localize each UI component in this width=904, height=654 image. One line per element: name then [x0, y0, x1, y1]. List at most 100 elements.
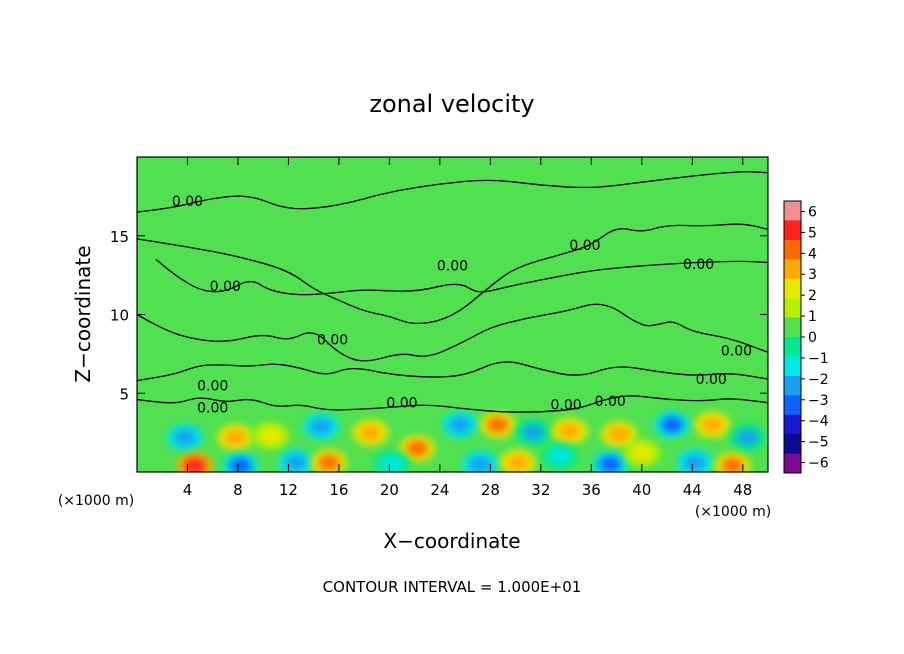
contour-lines: [137, 171, 768, 413]
x-tick-label: 48: [733, 481, 752, 499]
velocity-cell-19: [462, 451, 499, 472]
velocity-cell-4: [352, 419, 389, 446]
contour-label: 0.00: [721, 344, 752, 360]
velocity-cell-17: [310, 449, 347, 472]
velocity-cell-core: [184, 457, 206, 472]
velocity-cell-9: [551, 418, 588, 445]
colorbar-swatch: [784, 395, 801, 416]
velocity-cell-core: [559, 423, 581, 439]
y-axis-ticks: 5 10 15: [110, 228, 768, 403]
velocity-cell-16: [278, 449, 315, 472]
colorbar-swatch: [784, 201, 801, 221]
x-tick-label: 32: [531, 481, 550, 499]
velocity-cell-core: [449, 416, 471, 433]
velocity-cell-6: [442, 411, 479, 438]
contour-label: 0.00: [386, 396, 417, 412]
velocity-cell-8: [515, 419, 552, 446]
contour-label: 0.00: [595, 394, 626, 410]
colorbar-tick-label: 1: [808, 309, 817, 325]
contour-label: 0.00: [696, 372, 727, 388]
velocity-cell-core: [721, 457, 744, 472]
contour-line-2: [155, 258, 768, 296]
x-tick-label: 40: [632, 481, 651, 499]
velocity-cell-core: [174, 429, 196, 446]
velocity-cell-10: [601, 421, 638, 448]
velocity-cell-22: [676, 449, 713, 472]
colorbar-tick-label: 4: [808, 246, 817, 262]
colorbar-swatch: [784, 434, 801, 455]
velocity-cell-core: [684, 454, 706, 471]
velocity-cell-core: [469, 456, 492, 472]
velocity-cell-3: [303, 413, 340, 440]
velocity-cell-core: [737, 429, 759, 446]
contour-label: 0.00: [197, 400, 228, 416]
x-tick-label: 28: [481, 481, 500, 499]
velocity-cell-core: [631, 445, 653, 461]
velocity-cell-core: [701, 416, 724, 433]
colorbar-swatch: [784, 414, 801, 435]
velocity-cell-25: [541, 443, 578, 470]
x-tick-label: 24: [430, 481, 449, 499]
velocity-cell-14: [177, 452, 214, 472]
contour-line-1: [137, 223, 768, 325]
velocity-cell-core: [224, 429, 247, 446]
contour-label: 0.00: [197, 378, 228, 394]
colorbar-tick-label: −2: [808, 372, 829, 388]
colorbar-swatch: [784, 375, 801, 396]
colorbar-tick-label: −1: [808, 351, 829, 367]
velocity-cell-core: [487, 416, 509, 433]
contour-label: 0.00: [210, 279, 241, 295]
contour-label: 0.00: [550, 397, 581, 413]
x-unit-right: (×1000 m): [695, 504, 771, 520]
colorbar-tick-label: 0: [808, 330, 817, 346]
velocity-cell-core: [381, 456, 403, 472]
x-tick-label: 20: [380, 481, 399, 499]
x-tick-label: 4: [183, 481, 193, 499]
velocity-cell-23: [714, 452, 751, 472]
colorbar-swatch: [784, 259, 801, 280]
velocity-cell-core: [285, 454, 307, 471]
velocity-cell-12: [694, 411, 731, 438]
velocity-cell-5: [399, 435, 436, 462]
colorbar-swatch: [784, 337, 801, 357]
velocity-cell-0: [166, 424, 203, 451]
contour-interval-note: CONTOUR INTERVAL = 1.000E+01: [323, 578, 582, 596]
contour-label: 0.00: [683, 257, 714, 273]
velocity-cell-7: [479, 411, 516, 438]
y-axis-label: Z−coordinate: [71, 245, 95, 382]
colorbar-swatch: [784, 453, 801, 474]
velocity-cell-1: [217, 424, 254, 451]
velocity-cell-18: [373, 451, 410, 472]
colorbar-tick-label: 2: [808, 288, 817, 304]
contour-line-3: [137, 303, 768, 362]
y-tick-label: 5: [119, 385, 129, 403]
x-tick-label: 8: [233, 481, 243, 499]
velocity-cell-core: [310, 418, 333, 435]
x-tick-label: 36: [582, 481, 601, 499]
velocity-cell-core: [359, 424, 382, 441]
colorbar-swatch: [784, 220, 801, 241]
velocity-cell-core: [548, 448, 571, 465]
colorbar-tick-label: −4: [808, 414, 829, 430]
velocity-cell-core: [259, 427, 282, 444]
x-tick-label: 16: [329, 481, 348, 499]
x-axis-ticks: 4 8 12 16 20 24 28 32 36 40 44 48: [183, 157, 752, 499]
velocity-field: [166, 411, 766, 472]
velocity-cell-core: [522, 424, 545, 441]
contour-label: 0.00: [172, 194, 203, 210]
colorbar-tick-label: −6: [808, 456, 829, 472]
velocity-cell-21: [592, 451, 629, 472]
velocity-cell-core: [661, 416, 683, 433]
x-unit-left: (×1000 m): [58, 493, 134, 509]
velocity-cell-core: [599, 456, 622, 472]
contour-label: 0.00: [437, 259, 468, 275]
colorbar-tick-label: 3: [808, 267, 817, 283]
colorbar-tick-label: 5: [808, 225, 817, 241]
colorbar-swatch: [784, 356, 801, 377]
velocity-cell-15: [222, 452, 259, 472]
y-tick-label: 15: [110, 228, 129, 246]
x-tick-label: 12: [279, 481, 298, 499]
plot-area: [137, 157, 768, 472]
velocity-cell-core: [507, 454, 529, 471]
